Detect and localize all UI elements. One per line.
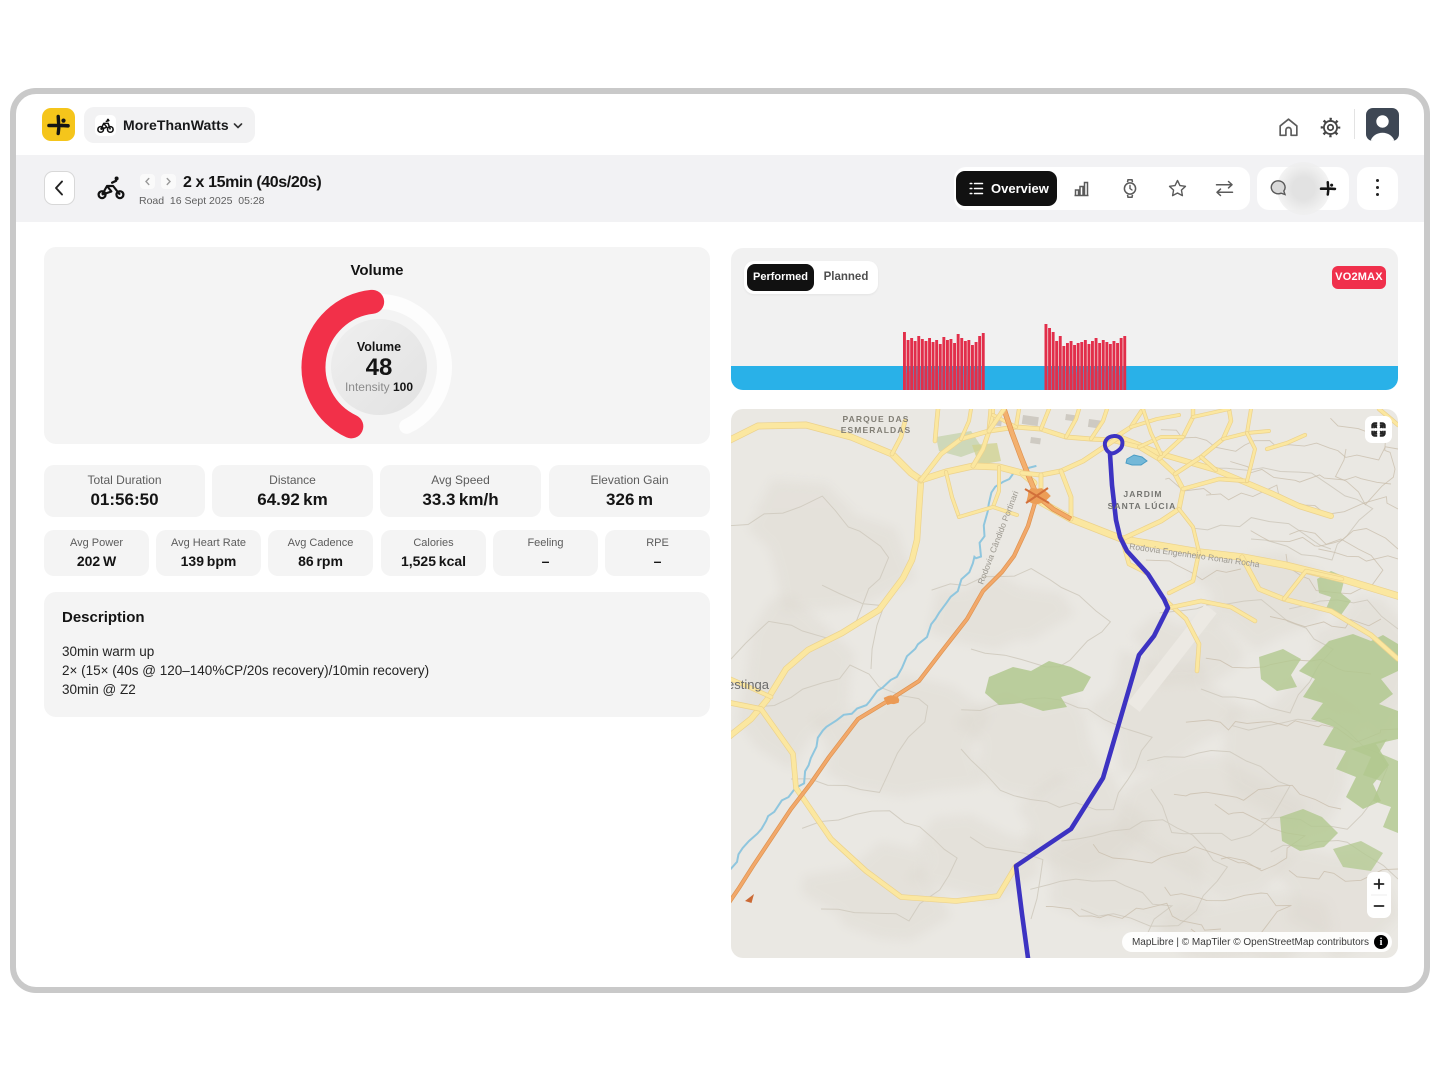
svg-text:JARDIM: JARDIM <box>1123 489 1162 499</box>
svg-text:estinga: estinga <box>731 677 770 692</box>
svg-text:Volume: Volume <box>357 340 401 354</box>
svg-text:PARQUE DAS: PARQUE DAS <box>842 414 909 424</box>
svg-text:48: 48 <box>366 354 393 381</box>
svg-text:Intensity 100: Intensity 100 <box>345 380 413 394</box>
svg-text:ESMERALDAS: ESMERALDAS <box>841 425 912 435</box>
svg-text:SANTA LÚCIA: SANTA LÚCIA <box>1108 500 1177 511</box>
